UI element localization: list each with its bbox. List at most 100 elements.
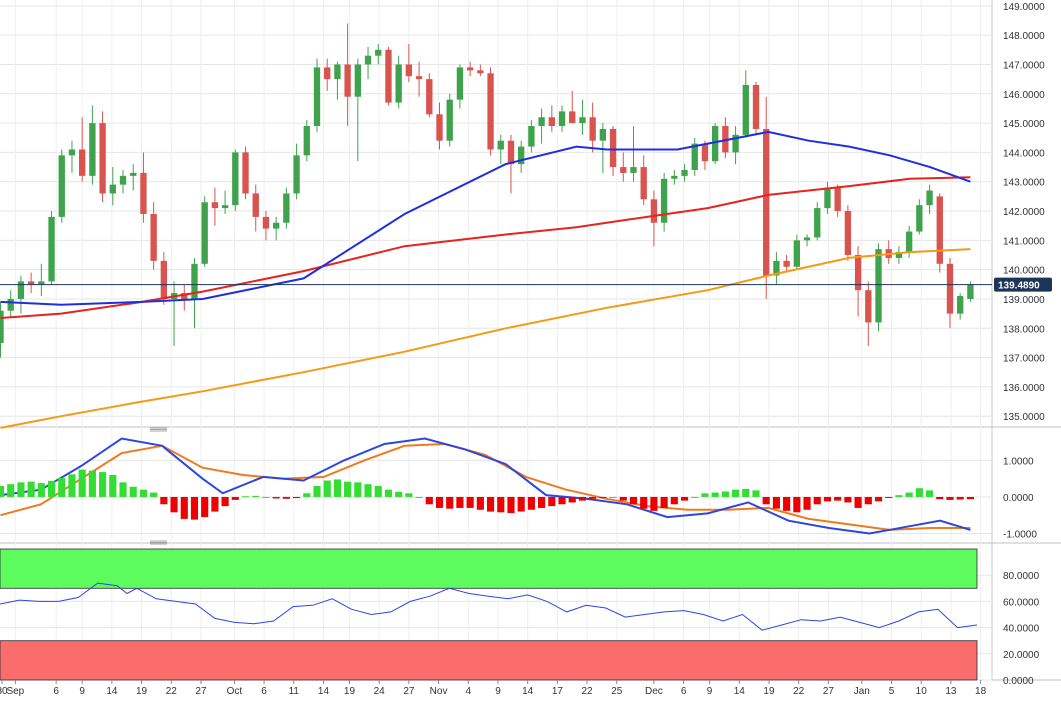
rsi-line — [0, 582, 978, 631]
macd-panel — [0, 469, 974, 520]
x-tick-label: 22 — [793, 686, 805, 697]
y-tick-label: 142.0000 — [1003, 207, 1045, 218]
y-tick-label: 141.0000 — [1003, 236, 1045, 247]
candle-body — [650, 199, 658, 223]
candle-body — [844, 211, 852, 255]
candle-body — [487, 73, 494, 150]
macd-histogram-bar — [37, 483, 45, 497]
macd-histogram-bar — [589, 496, 597, 499]
x-tick-label: 6 — [261, 686, 267, 697]
y-tick-label: 145.0000 — [1003, 119, 1045, 130]
macd-histogram-bar — [374, 486, 382, 497]
candle-body — [395, 64, 402, 103]
candle-body — [620, 167, 627, 173]
candle-body — [701, 143, 709, 162]
macd-histogram-bar — [629, 496, 638, 505]
candle-body — [711, 126, 719, 162]
rsi-panel — [0, 548, 978, 681]
x-tick-label: 5 — [889, 686, 895, 697]
x-tick-label: 14 — [522, 686, 534, 697]
macd-histogram-bar — [640, 496, 648, 509]
macd-histogram-bar — [293, 496, 301, 499]
candle-body — [518, 146, 525, 165]
macd-histogram-bar — [170, 496, 178, 513]
candle-body — [426, 79, 433, 115]
x-tick-label: 27 — [195, 686, 207, 697]
x-tick-label: Oct — [227, 686, 243, 697]
macd-histogram-bar — [180, 496, 188, 519]
macd-histogram-bar — [405, 493, 413, 497]
candle-body — [375, 49, 382, 56]
candle-body — [324, 67, 331, 80]
x-tick-label: 17 — [552, 686, 564, 697]
candle-body — [17, 281, 25, 299]
macd-histogram-bar — [231, 496, 239, 500]
candle-body — [946, 263, 954, 314]
y-tick-label: 80.0000 — [1003, 571, 1040, 582]
candle-body — [293, 155, 300, 194]
x-tick-label: 25 — [611, 686, 623, 697]
moving-average-red — [0, 176, 971, 319]
macd-histogram-bar — [772, 496, 780, 509]
macd-histogram-bar — [252, 495, 260, 497]
y-tick-label: -1.0000 — [1003, 530, 1037, 541]
y-tick-label: 60.0000 — [1003, 597, 1040, 608]
candle-body — [834, 187, 841, 212]
candle-body — [191, 263, 198, 299]
macd-histogram-bar — [119, 482, 127, 497]
macd-histogram-bar — [425, 496, 433, 505]
moving-average-orange — [0, 248, 971, 429]
macd-histogram-bar — [344, 481, 352, 497]
macd-histogram-bar — [0, 486, 5, 497]
y-tick-label: 137.0000 — [1003, 354, 1045, 365]
candle-body — [742, 85, 749, 135]
macd-histogram-bar — [150, 492, 158, 497]
macd-histogram-bar — [364, 484, 372, 497]
candle-body — [895, 252, 903, 258]
candle-body — [415, 76, 423, 80]
candle-body — [354, 64, 361, 97]
macd-histogram-bar — [925, 490, 934, 497]
macd-histogram-bar — [456, 496, 464, 508]
candle-body — [334, 64, 341, 80]
macd-histogram-bar — [262, 496, 270, 498]
macd-histogram-bar — [895, 495, 903, 497]
candle-body — [436, 114, 443, 141]
candle-body — [528, 126, 535, 147]
candle-body — [48, 216, 55, 282]
axes: 135.0000 136.0000 137.0000 138.0000 139.0000… — [0, 2, 1052, 697]
macd-histogram-bar — [99, 472, 107, 497]
candle-body — [150, 213, 157, 261]
macd-histogram-bar — [670, 496, 678, 505]
rsi-overbought-zone — [0, 548, 978, 589]
macd-histogram-bar — [721, 491, 729, 497]
candle-body — [916, 205, 923, 232]
candle-body — [252, 193, 259, 217]
x-tick-label: 19 — [344, 686, 356, 697]
y-tick-label: 144.0000 — [1003, 148, 1045, 159]
y-tick-label: 0.0000 — [1003, 493, 1034, 504]
macd-histogram-bar — [211, 496, 219, 512]
price-panel — [0, 23, 992, 535]
x-tick-label: 19 — [136, 686, 148, 697]
y-tick-label: 1.0000 — [1003, 456, 1034, 467]
x-tick-label: 9 — [79, 686, 85, 697]
candle-body — [854, 255, 862, 291]
moving-average-blue — [0, 130, 971, 306]
x-tick-label: Nov — [430, 686, 448, 697]
macd-histogram-bar — [68, 474, 76, 497]
x-tick-label: 11 — [289, 686, 300, 697]
macd-histogram-bar — [395, 491, 403, 497]
macd-histogram-bar — [58, 477, 66, 497]
candle-body — [814, 208, 821, 238]
macd-histogram-bar — [507, 496, 515, 514]
x-tick-label: 14 — [734, 686, 746, 697]
candle-body — [905, 231, 913, 253]
candle-body — [763, 128, 770, 276]
candle-body — [58, 155, 65, 217]
x-tick-label: 22 — [166, 686, 178, 697]
candle-body — [548, 117, 555, 127]
candle-body — [313, 67, 321, 127]
candle-body — [599, 128, 607, 141]
